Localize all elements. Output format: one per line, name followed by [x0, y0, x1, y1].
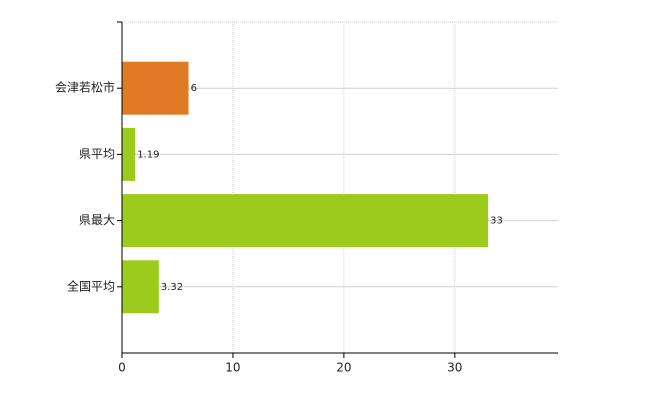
bar [122, 260, 159, 314]
bar [122, 194, 489, 248]
y-tick-label: 県最大 [79, 213, 115, 227]
x-tick-label: 30 [447, 361, 462, 375]
value-label: 6 [191, 83, 197, 94]
x-tick-label: 20 [336, 361, 351, 375]
value-label: 3.32 [161, 282, 183, 293]
value-label: 33 [490, 216, 503, 227]
value-label: 1.19 [137, 149, 159, 160]
y-tick-label: 会津若松市 [55, 80, 115, 95]
y-tick-label: 県平均 [79, 147, 115, 161]
x-tick-label: 10 [225, 361, 240, 375]
bar [122, 61, 189, 115]
y-tick-label: 全国平均 [67, 278, 115, 293]
bar [122, 127, 136, 181]
x-tick-label: 0 [118, 361, 126, 375]
